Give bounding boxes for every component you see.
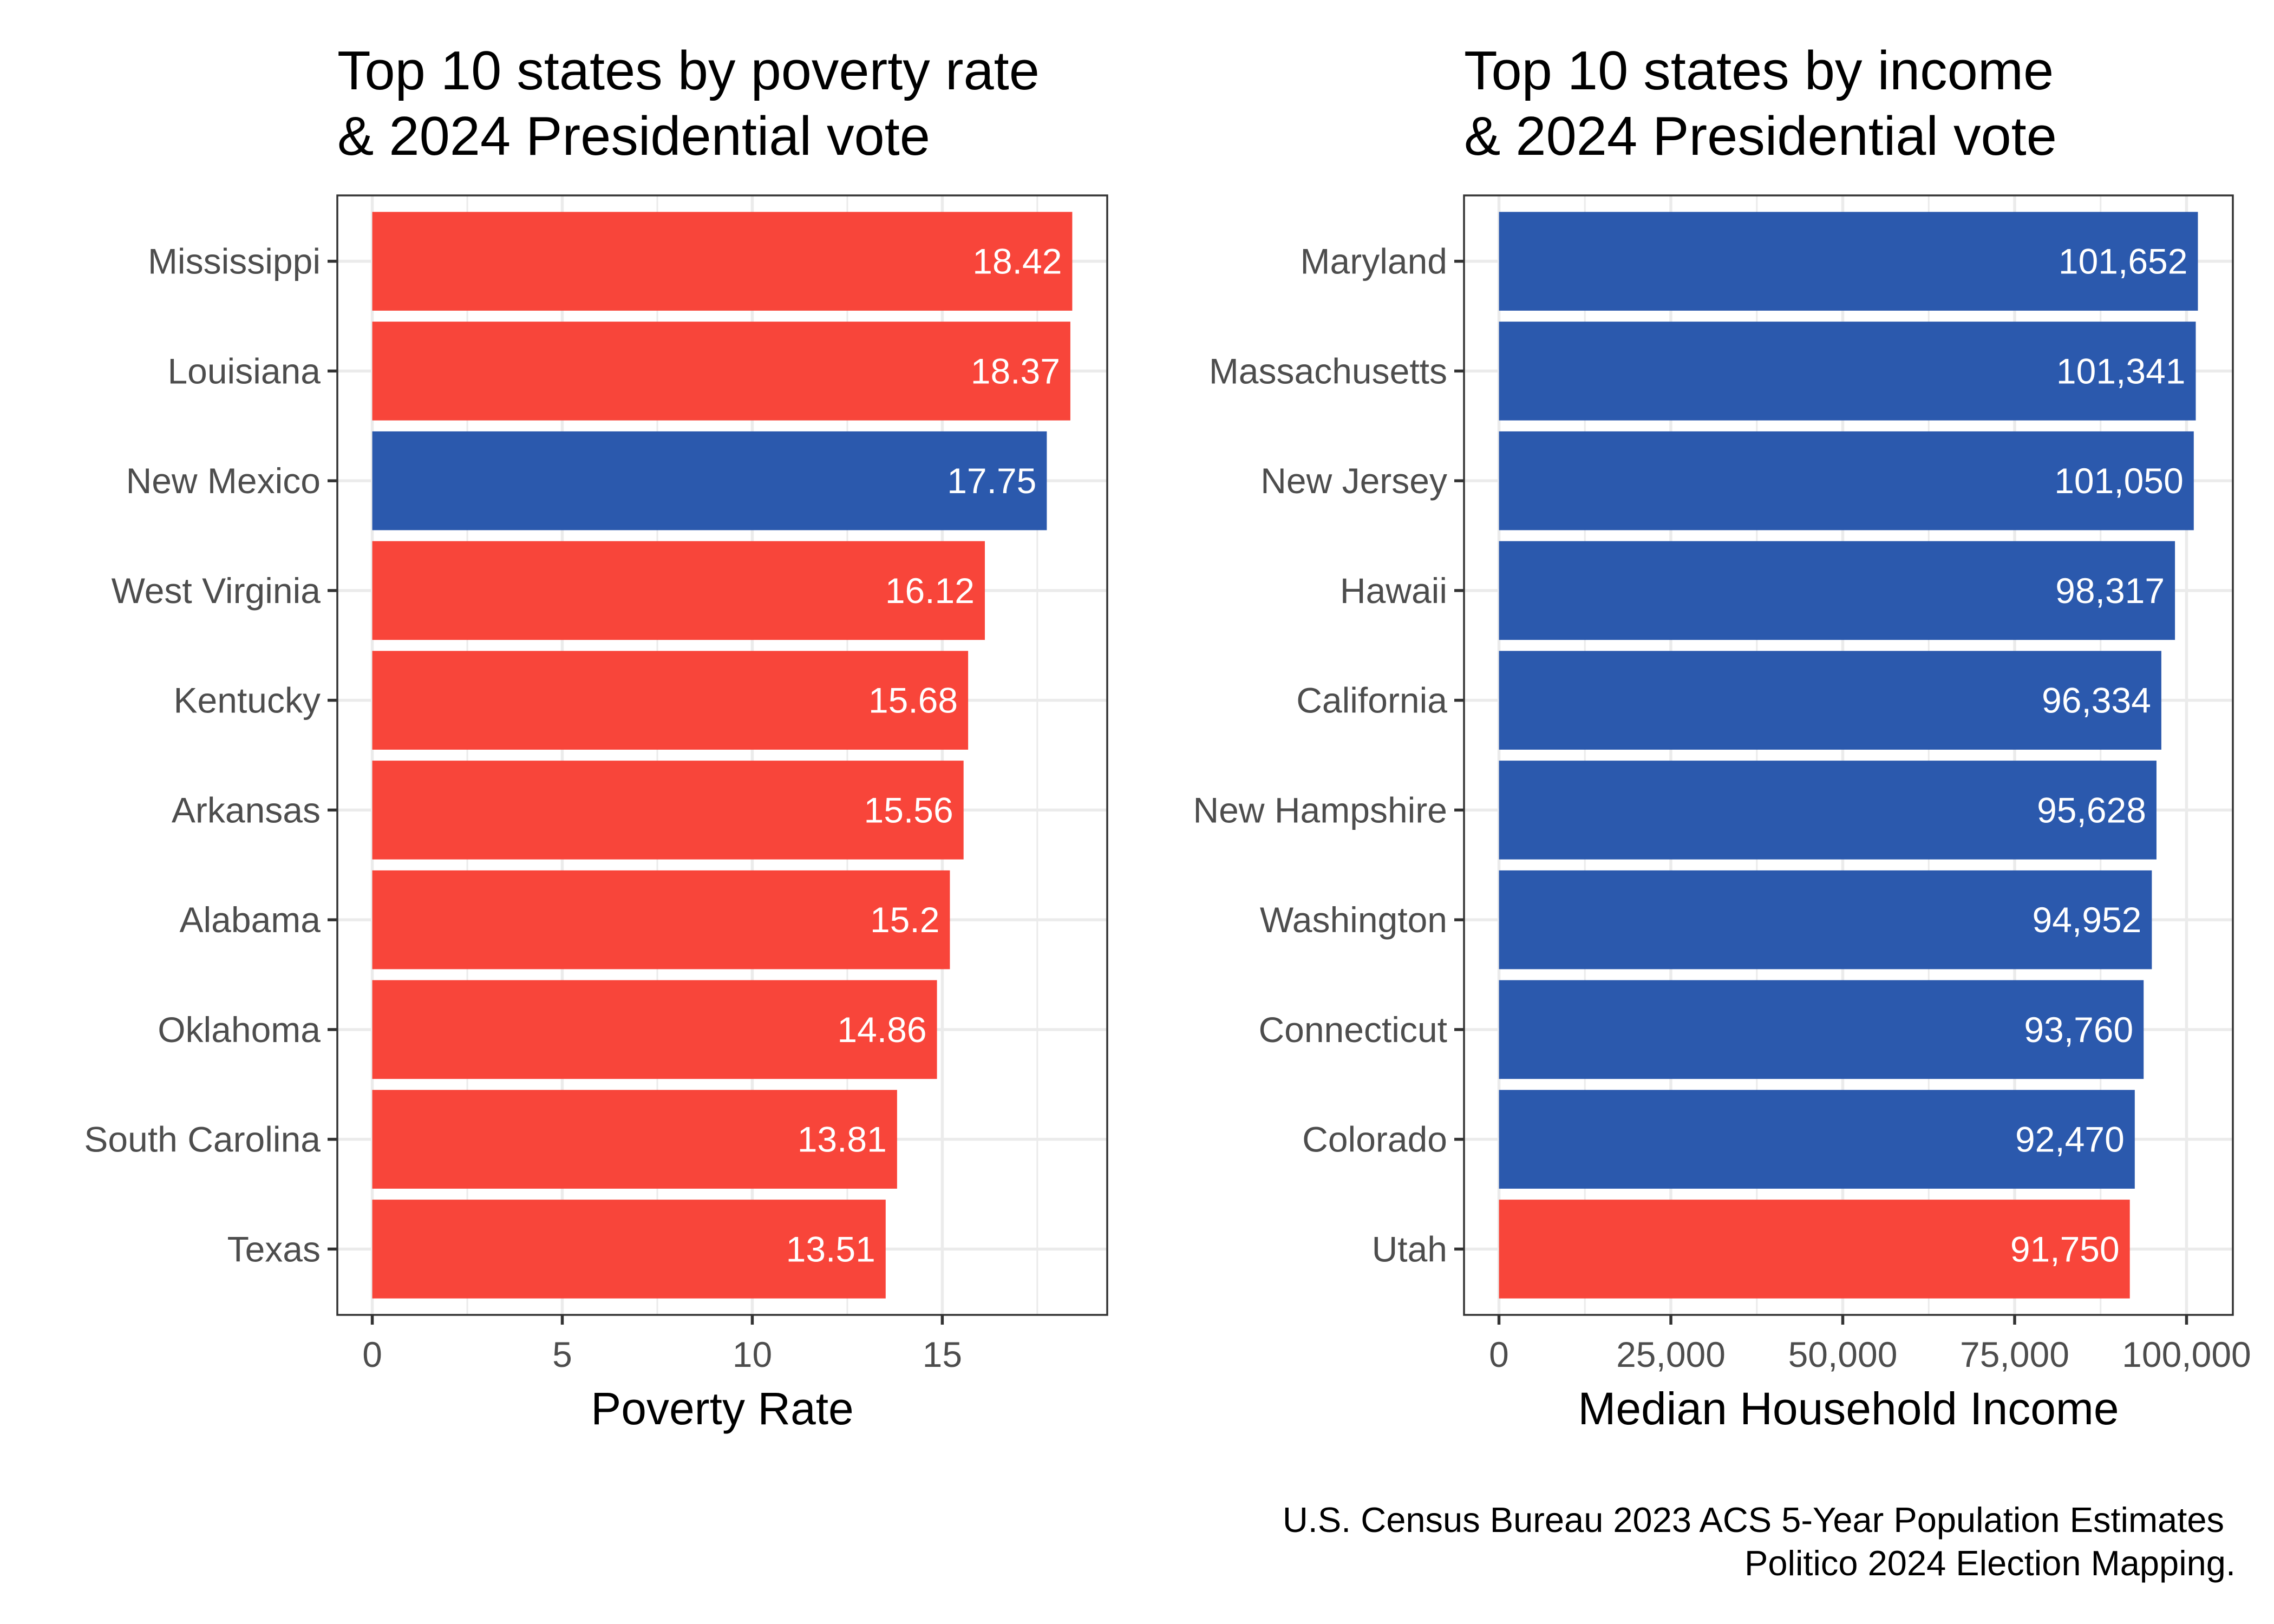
caption-line-1: U.S. Census Bureau 2023 ACS 5-Year Popul… xyxy=(1283,1500,2224,1540)
poverty-chart-x-axis: 0 5 10 15 xyxy=(362,1315,962,1374)
poverty-chart-value-label-west-virginia: 16.12 xyxy=(885,571,975,611)
income-chart-x-tick-label-0: 0 xyxy=(1489,1334,1509,1374)
poverty-chart-x-axis-title: Poverty Rate xyxy=(591,1383,854,1434)
income-chart-value-label-utah: 91,750 xyxy=(2010,1229,2120,1269)
income-chart-y-tick-label-new-jersey: New Jersey xyxy=(1260,461,1447,501)
poverty-chart-bar-mississippi xyxy=(372,212,1073,311)
income-chart-value-label-colorado: 92,470 xyxy=(2015,1119,2125,1160)
income-chart-x-axis-title: Median Household Income xyxy=(1578,1383,2119,1434)
poverty-chart-y-tick-label-louisiana: Louisiana xyxy=(167,351,321,391)
income-chart-value-label-hawaii: 98,317 xyxy=(2055,571,2165,611)
caption-line-2: Politico 2024 Election Mapping. xyxy=(1744,1543,2236,1583)
poverty-chart-value-label-new-mexico: 17.75 xyxy=(947,461,1036,501)
poverty-chart-bar-arkansas xyxy=(372,761,964,860)
income-chart-value-label-new-jersey: 101,050 xyxy=(2054,461,2184,501)
income-chart-y-tick-label-maryland: Maryland xyxy=(1301,241,1447,281)
poverty-chart-y-tick-label-alabama: Alabama xyxy=(180,900,321,940)
income-chart-bar-new-jersey xyxy=(1499,431,2194,531)
income-chart-value-label-connecticut: 93,760 xyxy=(2024,1010,2133,1050)
poverty-chart-value-label-arkansas: 15.56 xyxy=(864,790,953,830)
income-chart-bar-california xyxy=(1499,651,2161,750)
income-chart-bar-washington xyxy=(1499,870,2152,970)
poverty-chart-value-label-oklahoma: 14.86 xyxy=(837,1010,926,1050)
poverty-chart-y-tick-label-oklahoma: Oklahoma xyxy=(158,1010,321,1050)
income-chart-value-label-california: 96,334 xyxy=(2042,680,2151,721)
income-chart-y-tick-label-california: California xyxy=(1296,680,1447,721)
income-chart-value-label-maryland: 101,652 xyxy=(2059,241,2188,281)
poverty-chart-title-line-2: & 2024 Presidential vote xyxy=(337,106,930,167)
poverty-chart-bar-kentucky xyxy=(372,651,969,750)
poverty-chart-value-label-south-carolina: 13.81 xyxy=(798,1119,887,1160)
income-chart-bar-hawaii xyxy=(1499,541,2175,640)
income-chart-bar-massachusetts xyxy=(1499,322,2196,421)
income-chart-y-axis: Maryland Massachusetts New Jersey Hawaii Cal… xyxy=(1193,241,1464,1269)
income-chart-y-tick-label-new-hampshire: New Hampshire xyxy=(1193,790,1447,830)
poverty-chart-y-tick-label-arkansas: Arkansas xyxy=(172,790,321,830)
poverty-chart-panel-border xyxy=(336,194,1108,1316)
poverty-chart-bar-new-mexico xyxy=(372,431,1047,531)
income-chart-x-tick-label-25-000: 25,000 xyxy=(1616,1334,1726,1374)
poverty-chart-y-tick-label-texas: Texas xyxy=(227,1229,321,1269)
poverty-chart: Top 10 states by poverty rate & 2024 Pre… xyxy=(84,41,1108,1434)
poverty-chart-bar-texas xyxy=(372,1200,886,1299)
income-chart-x-tick-label-100-000: 100,000 xyxy=(2122,1334,2251,1374)
poverty-chart-y-tick-label-west-virginia: West Virginia xyxy=(112,571,321,611)
poverty-chart-bar-west-virginia xyxy=(372,541,985,640)
income-chart: Top 10 states by income & 2024 President… xyxy=(1193,41,2251,1434)
income-chart-bar-utah xyxy=(1499,1200,2130,1299)
income-chart-value-label-washington: 94,952 xyxy=(2032,900,2141,940)
poverty-chart-value-label-louisiana: 18.37 xyxy=(971,351,1060,391)
poverty-chart-y-tick-label-kentucky: Kentucky xyxy=(174,680,321,721)
income-chart-value-label-new-hampshire: 95,628 xyxy=(2037,790,2146,830)
poverty-chart-bar-oklahoma xyxy=(372,980,937,1079)
poverty-chart-y-tick-label-mississippi: Mississippi xyxy=(148,241,321,281)
poverty-chart-value-label-texas: 13.51 xyxy=(786,1229,875,1269)
income-chart-y-tick-label-utah: Utah xyxy=(1372,1229,1447,1269)
income-chart-y-tick-label-hawaii: Hawaii xyxy=(1340,571,1447,611)
income-chart-y-tick-label-washington: Washington xyxy=(1260,900,1447,940)
income-chart-panel-border xyxy=(1463,194,2234,1316)
poverty-chart-x-tick-label-0: 0 xyxy=(362,1334,382,1374)
poverty-chart-x-tick-label-10: 10 xyxy=(733,1334,772,1374)
income-chart-value-label-massachusetts: 101,341 xyxy=(2056,351,2186,391)
income-chart-bar-connecticut xyxy=(1499,980,2144,1079)
poverty-chart-bar-alabama xyxy=(372,870,950,970)
poverty-chart-y-tick-label-new-mexico: New Mexico xyxy=(126,461,321,501)
poverty-chart-bars xyxy=(372,212,1073,1299)
poverty-chart-x-tick-label-5: 5 xyxy=(552,1334,572,1374)
poverty-chart-value-labels: 18.42 18.37 17.75 16.12 15.68 15.56 15.2 14.86 1… xyxy=(786,241,1062,1269)
income-chart-title-line-1: Top 10 states by income xyxy=(1464,41,2054,101)
income-chart-title-line-2: & 2024 Presidential vote xyxy=(1464,106,2057,167)
income-chart-y-tick-label-connecticut: Connecticut xyxy=(1258,1010,1447,1050)
poverty-chart-value-label-mississippi: 18.42 xyxy=(972,241,1062,281)
income-chart-y-tick-label-colorado: Colorado xyxy=(1302,1119,1447,1160)
income-chart-bar-colorado xyxy=(1499,1090,2135,1189)
poverty-chart-y-tick-label-south-carolina: South Carolina xyxy=(84,1119,321,1160)
income-chart-x-axis: 0 25,000 50,000 75,000 100,000 xyxy=(1489,1315,2251,1374)
poverty-chart-y-axis: Mississippi Louisiana New Mexico West Virgi… xyxy=(84,241,337,1269)
income-chart-bar-maryland xyxy=(1499,212,2198,311)
poverty-chart-bar-south-carolina xyxy=(372,1090,897,1189)
poverty-chart-value-label-kentucky: 15.68 xyxy=(868,680,958,721)
poverty-chart-bar-louisiana xyxy=(372,322,1070,421)
poverty-chart-title-line-1: Top 10 states by poverty rate xyxy=(337,41,1040,101)
income-chart-bar-new-hampshire xyxy=(1499,761,2157,860)
poverty-chart-value-label-alabama: 15.2 xyxy=(870,900,939,940)
income-chart-bars xyxy=(1499,212,2198,1299)
income-chart-value-labels: 101,652 101,341 101,050 98,317 96,334 95,628 9… xyxy=(2010,241,2188,1269)
poverty-chart-x-tick-label-15: 15 xyxy=(923,1334,962,1374)
income-chart-x-tick-label-50-000: 50,000 xyxy=(1788,1334,1898,1374)
income-chart-x-tick-label-75-000: 75,000 xyxy=(1960,1334,2069,1374)
income-chart-y-tick-label-massachusetts: Massachusetts xyxy=(1209,351,1447,391)
